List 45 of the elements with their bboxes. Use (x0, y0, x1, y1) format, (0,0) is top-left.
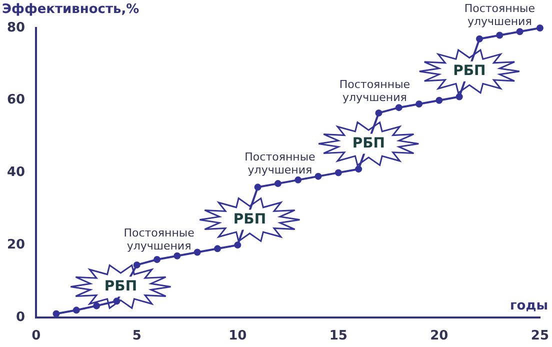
y-tick-label: 20 (6, 237, 26, 252)
point (52, 310, 60, 318)
x-tick-label: 5 (132, 328, 142, 344)
point (334, 169, 342, 176)
point (536, 24, 544, 32)
point (72, 306, 80, 314)
annotation: РБП (233, 211, 266, 228)
annotation: РБП (352, 135, 385, 152)
x-tick-label: 10 (228, 328, 247, 344)
x-axis-title: годы (510, 298, 548, 314)
point (436, 96, 443, 104)
x-tick-label: 20 (430, 328, 448, 344)
point (416, 100, 423, 108)
point (395, 104, 402, 112)
point (496, 32, 504, 39)
annotation: РБП (453, 63, 486, 80)
annotation: Постоянные улучшения (464, 2, 536, 28)
point (254, 184, 262, 191)
point (476, 35, 483, 42)
point (314, 172, 322, 180)
x-tick-label: 0 (32, 328, 41, 344)
point (516, 28, 524, 36)
point (456, 93, 463, 100)
x-tick-label: 15 (329, 328, 348, 344)
annotation: Постоянные улучшения (124, 226, 195, 253)
x-tick-label: 25 (530, 328, 549, 344)
annotation: Постоянные улучшения (244, 150, 316, 177)
y-tick-label: 80 (6, 20, 26, 36)
point (274, 180, 282, 188)
point (355, 166, 362, 173)
point (214, 245, 221, 252)
annotation: Постоянные улучшения (339, 78, 410, 104)
point (174, 252, 181, 260)
annotation: РБП (104, 278, 138, 294)
y-tick-label: 0 (16, 310, 26, 325)
y-tick-label: 40 (6, 165, 26, 180)
point (93, 302, 100, 310)
point (294, 176, 302, 184)
y-axis-title: Эффективность,% (2, 2, 140, 17)
point (133, 261, 140, 268)
point (375, 110, 382, 117)
point (194, 248, 201, 256)
point (234, 242, 242, 249)
y-tick-label: 60 (6, 92, 26, 108)
point (154, 256, 161, 264)
